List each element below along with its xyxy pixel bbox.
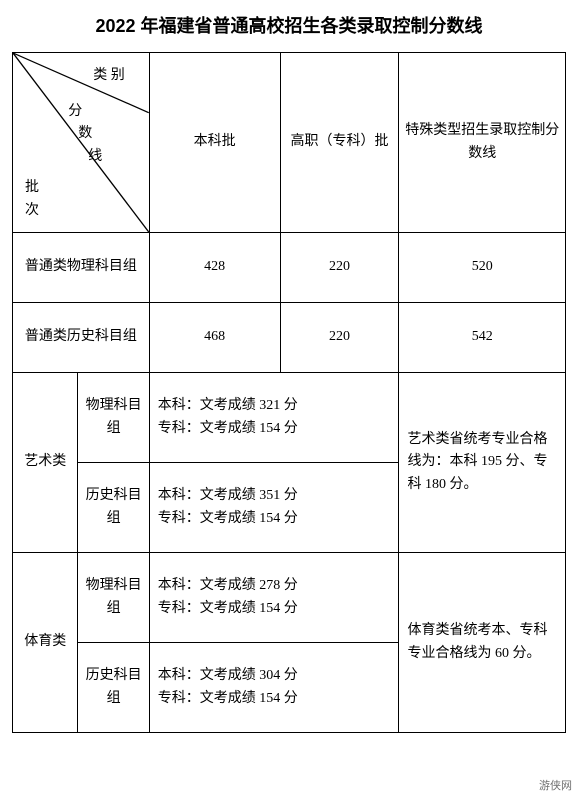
cell-value: 本科：文考成绩 304 分 专科：文考成绩 154 分 bbox=[149, 643, 399, 733]
row-label: 普通类物理科目组 bbox=[13, 233, 150, 303]
diagonal-header-cell: 类 别 分 数 线 批次 bbox=[13, 53, 150, 233]
table-row: 艺术类 物理科目组 本科：文考成绩 321 分 专科：文考成绩 154 分 艺术… bbox=[13, 373, 566, 463]
cell-value: 220 bbox=[280, 303, 399, 373]
cell-value: 542 bbox=[399, 303, 566, 373]
header-benke: 本科批 bbox=[149, 53, 280, 233]
cell-value: 220 bbox=[280, 233, 399, 303]
header-teshu: 特殊类型招生录取控制分数线 bbox=[399, 53, 566, 233]
cell-value: 520 bbox=[399, 233, 566, 303]
cell-note: 体育类省统考本、专科专业合格线为 60 分。 bbox=[399, 553, 566, 733]
header-gaozhi: 高职（专科）批 bbox=[280, 53, 399, 233]
cell-note: 艺术类省统考专业合格线为：本科 195 分、专科 180 分。 bbox=[399, 373, 566, 553]
table-row: 体育类 物理科目组 本科：文考成绩 278 分 专科：文考成绩 154 分 体育… bbox=[13, 553, 566, 643]
sub-label: 物理科目组 bbox=[78, 553, 149, 643]
header-leibie: 类 别 bbox=[93, 65, 125, 87]
sub-label: 物理科目组 bbox=[78, 373, 149, 463]
score-table: 类 别 分 数 线 批次 本科批 高职（专科）批 特殊类型招生录取控制分数线 普… bbox=[12, 52, 566, 733]
cell-value: 本科：文考成绩 321 分 专科：文考成绩 154 分 bbox=[149, 373, 399, 463]
cell-value: 468 bbox=[149, 303, 280, 373]
watermark: 游侠网 bbox=[539, 777, 572, 793]
sub-label: 历史科目组 bbox=[78, 643, 149, 733]
cell-value: 428 bbox=[149, 233, 280, 303]
cell-value: 本科：文考成绩 351 分 专科：文考成绩 154 分 bbox=[149, 463, 399, 553]
row-label-tiyu: 体育类 bbox=[13, 553, 78, 733]
row-label: 普通类历史科目组 bbox=[13, 303, 150, 373]
sub-label: 历史科目组 bbox=[78, 463, 149, 553]
table-row: 普通类历史科目组 468 220 542 bbox=[13, 303, 566, 373]
header-pici: 批次 bbox=[25, 177, 39, 222]
row-label-yishu: 艺术类 bbox=[13, 373, 78, 553]
table-row: 普通类物理科目组 428 220 520 bbox=[13, 233, 566, 303]
header-fenshuxian: 分 数 线 bbox=[43, 101, 102, 168]
cell-value: 本科：文考成绩 278 分 专科：文考成绩 154 分 bbox=[149, 553, 399, 643]
page-title: 2022 年福建省普通高校招生各类录取控制分数线 bbox=[12, 12, 566, 38]
